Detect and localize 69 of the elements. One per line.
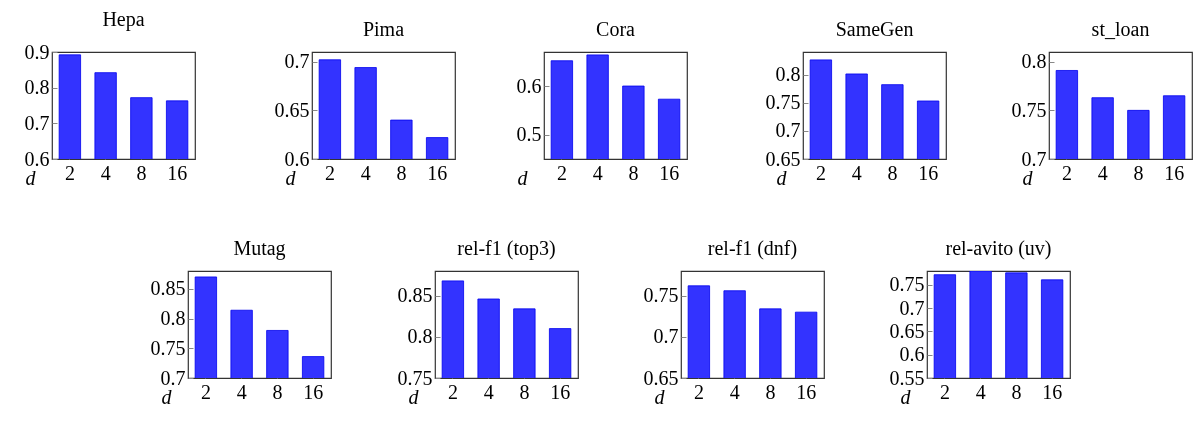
x-tick-label: 2	[1061, 161, 1072, 184]
chart-title: Cora	[596, 18, 636, 40]
x-tick-label: 4	[851, 161, 862, 184]
x-tick-label: 4	[483, 380, 494, 403]
chart-title: Pima	[362, 17, 405, 40]
y-tick-label: 0.75	[1011, 98, 1047, 121]
y-tick-label: 0.8	[775, 63, 801, 86]
y-tick-label: 0.75	[765, 91, 801, 114]
chart-title: rel-f1 (top3)	[457, 237, 556, 260]
y-tick-label: 0.7	[284, 50, 310, 73]
x-tick-label: 2	[200, 380, 211, 403]
x-tick-label: 4	[236, 380, 247, 403]
y-tick-label: 0.7	[775, 119, 801, 142]
x-tick-label: 8	[519, 380, 530, 403]
y-tick-label: 0.75	[643, 284, 679, 307]
x-tick-label: 8	[136, 161, 147, 184]
x-tick-label: 16	[167, 161, 188, 184]
x-tick-label: 2	[324, 161, 335, 184]
y-tick-label: 0.5	[516, 123, 542, 146]
x-tick-label: 2	[447, 380, 458, 403]
x-tick-label: 16	[918, 161, 939, 184]
x-tick-label: 16	[1164, 161, 1185, 184]
x-tick-label: 16	[550, 380, 571, 403]
x-tick-label: 2	[815, 161, 826, 184]
x-tick-label: 16	[796, 380, 817, 403]
x-tick-label: 8	[628, 161, 639, 184]
y-tick-label: 0.65	[274, 98, 310, 121]
x-tick-label: 16	[1042, 380, 1063, 403]
y-tick-label: 0.65	[889, 319, 925, 342]
y-tick-label: 0.85	[397, 284, 433, 307]
x-tick-label: 2	[556, 161, 567, 184]
chart-title: rel-avito (uv)	[945, 237, 1052, 260]
x-tick-label: 16	[303, 380, 324, 403]
y-tick-label: 0.8	[160, 307, 186, 330]
x-tick-label: 2	[939, 380, 950, 403]
x-tick-label: 4	[975, 380, 986, 403]
y-tick-label: 0.6	[516, 74, 542, 97]
x-tick-label: 4	[360, 161, 371, 184]
x-tick-label: 2	[64, 161, 75, 184]
x-tick-label: 16	[659, 161, 680, 184]
chart-title: Mutag	[233, 237, 286, 260]
chart-title: Hepa	[102, 8, 145, 31]
y-tick-label: 0.8	[24, 76, 50, 99]
x-tick-label: 2	[693, 380, 704, 403]
x-tick-label: 4	[1097, 161, 1108, 184]
y-tick-label: 0.75	[150, 336, 186, 359]
y-tick-label: 0.9	[24, 40, 50, 63]
x-axis-title: d	[517, 166, 529, 189]
chart-title: st_loan	[1091, 17, 1150, 40]
chart-title: SameGen	[835, 18, 914, 40]
x-tick-label: 16	[427, 161, 448, 184]
y-tick-label: 0.7	[653, 325, 679, 348]
x-tick-label: 8	[765, 380, 776, 403]
y-tick-label: 0.8	[407, 325, 433, 348]
y-tick-label: 0.75	[889, 273, 925, 296]
y-tick-label: 0.7	[24, 111, 50, 134]
x-tick-label: 4	[100, 161, 111, 184]
x-tick-label: 8	[887, 161, 898, 184]
x-tick-label: 4	[592, 161, 603, 184]
x-tick-label: 8	[1133, 161, 1144, 184]
x-tick-label: 4	[729, 380, 740, 403]
y-tick-label: 0.8	[1021, 50, 1047, 73]
y-tick-label: 0.6	[899, 343, 925, 366]
x-tick-label: 8	[396, 161, 407, 184]
chart-title: rel-f1 (dnf)	[707, 237, 798, 260]
x-tick-label: 8	[1011, 380, 1022, 403]
y-tick-label: 0.7	[899, 296, 925, 319]
y-tick-label: 0.85	[150, 277, 186, 300]
x-tick-label: 8	[272, 380, 283, 403]
